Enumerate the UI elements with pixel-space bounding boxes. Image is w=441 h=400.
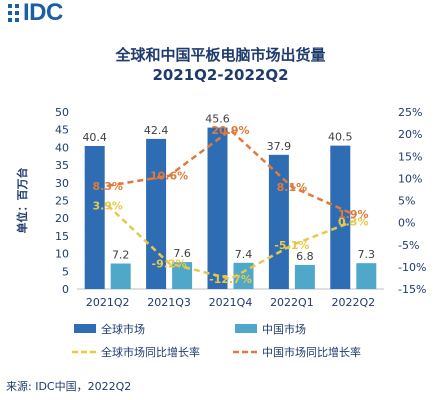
bar-data-label: 45.6 — [205, 113, 230, 126]
bar — [233, 262, 254, 289]
legend-swatch — [74, 324, 96, 333]
line-data-label: -9.2% — [152, 257, 187, 270]
x-tick-label: 2021Q3 — [147, 296, 191, 309]
line-data-label: 20.9% — [211, 124, 249, 137]
bar — [207, 127, 228, 290]
y-tick-label: 30 — [55, 177, 69, 190]
bar — [356, 263, 377, 289]
bar-data-label: 42.4 — [144, 124, 169, 137]
line-data-label: 0.3% — [338, 215, 369, 228]
bar — [110, 263, 131, 289]
x-tick-label: 2022Q1 — [270, 296, 314, 309]
legend-entry: 中国市场同比增长率 — [262, 345, 361, 359]
y2-tick-label: -5% — [398, 239, 419, 252]
y-tick-label: 0 — [62, 283, 69, 296]
y2-tick-label: 15% — [398, 150, 422, 163]
bar — [84, 145, 105, 289]
y-tick-label: 20 — [55, 212, 69, 225]
x-tick-label: 2021Q2 — [86, 296, 130, 309]
bar-data-label: 7.4 — [235, 248, 253, 261]
idc-logo: IDC — [6, 0, 76, 26]
bar — [268, 154, 289, 289]
logo-text: IDC — [23, 0, 63, 26]
y2-tick-label: -15% — [398, 283, 426, 296]
bar — [330, 145, 351, 289]
y-tick-label: 10 — [55, 248, 69, 261]
y2-tick-label: -10% — [398, 261, 426, 274]
series-line — [106, 204, 354, 281]
y2-tick-label: 5% — [398, 195, 415, 208]
legend-entry: 中国市场 — [262, 322, 306, 336]
bar-data-label: 7.6 — [173, 247, 191, 260]
line-data-label: 3.9% — [92, 199, 123, 212]
chart-title: 全球和中国平板电脑市场出货量 — [115, 46, 326, 64]
y2-tick-label: 0% — [398, 217, 415, 230]
line-data-label: 1.9% — [338, 208, 369, 221]
legend-entry: 全球市场同比增长率 — [101, 345, 200, 359]
bar — [294, 264, 315, 289]
y2-tick-label: 20% — [398, 128, 422, 141]
y-axis-label: 单位：百万台 — [15, 168, 29, 234]
line-data-label: -5.1% — [274, 239, 309, 252]
y-tick-label: 40 — [55, 141, 69, 154]
bar-data-label: 7.3 — [358, 248, 376, 261]
series-line — [107, 128, 354, 216]
y-tick-label: 45 — [55, 124, 69, 137]
line-data-label: 8.1% — [277, 181, 308, 194]
bar-data-label: 40.5 — [328, 131, 353, 144]
line-data-label: -12.7% — [209, 273, 252, 286]
y-tick-label: 35 — [55, 159, 69, 172]
y2-tick-label: 25% — [398, 106, 422, 119]
y-tick-label: 5 — [62, 265, 69, 278]
legend-swatch — [235, 324, 257, 333]
bar-data-label: 40.4 — [82, 131, 107, 144]
y-tick-label: 50 — [55, 106, 69, 119]
x-tick-label: 2022Q2 — [331, 296, 375, 309]
bar-data-label: 6.8 — [296, 250, 314, 263]
y2-tick-label: 10% — [398, 172, 422, 185]
line-data-label: 8.3% — [92, 180, 123, 193]
legend-entry: 全球市场 — [101, 322, 145, 336]
logo-dots-icon — [8, 4, 19, 22]
bar-data-label: 37.9 — [267, 140, 292, 153]
y-tick-label: 25 — [55, 195, 69, 208]
chart-subtitle: 2021Q2-2022Q2 — [152, 66, 289, 84]
x-tick-label: 2021Q4 — [209, 296, 253, 309]
line-data-label: 10.6% — [150, 170, 188, 183]
source-note: 来源: IDC中国，2022Q2 — [6, 380, 132, 393]
bar-data-label: 7.2 — [112, 249, 130, 262]
y-tick-label: 15 — [55, 230, 69, 243]
